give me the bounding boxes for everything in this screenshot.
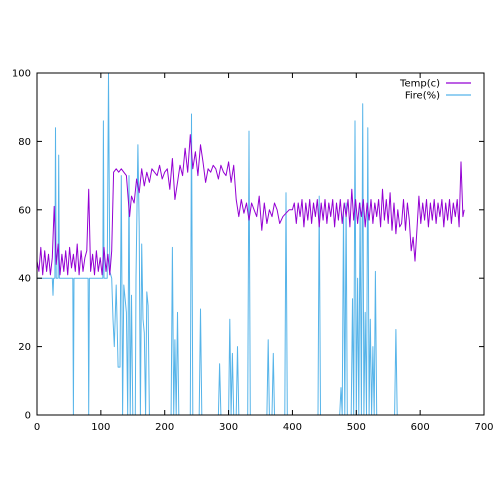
y-tick-label: 80	[18, 137, 31, 148]
plot-frame	[36, 72, 485, 416]
y-tick-label: 60	[18, 205, 31, 216]
x-tick-label: 600	[411, 422, 430, 433]
x-tick-label: 300	[219, 422, 238, 433]
series-line-temp-c	[36, 134, 465, 276]
x-tick-label: 500	[347, 422, 366, 433]
y-tick-label: 20	[18, 342, 31, 353]
x-tick-label: 0	[34, 422, 40, 433]
y-tick-label: 40	[18, 274, 31, 285]
legend-label: Temp(c)	[399, 79, 440, 90]
x-tick-label: 700	[474, 422, 493, 433]
ticks-layer: 0 100 200 300 400 500 600 700 0 20 40 60 80 100	[12, 69, 494, 434]
x-tick-label: 400	[283, 422, 302, 433]
x-tick-label: 200	[155, 422, 174, 433]
legend: Temp(c)Fire(%)	[399, 79, 471, 102]
y-tick-label: 0	[25, 411, 31, 422]
y-tick-label: 100	[12, 69, 31, 80]
legend-label: Fire(%)	[405, 91, 440, 102]
x-tick-label: 100	[91, 422, 110, 433]
